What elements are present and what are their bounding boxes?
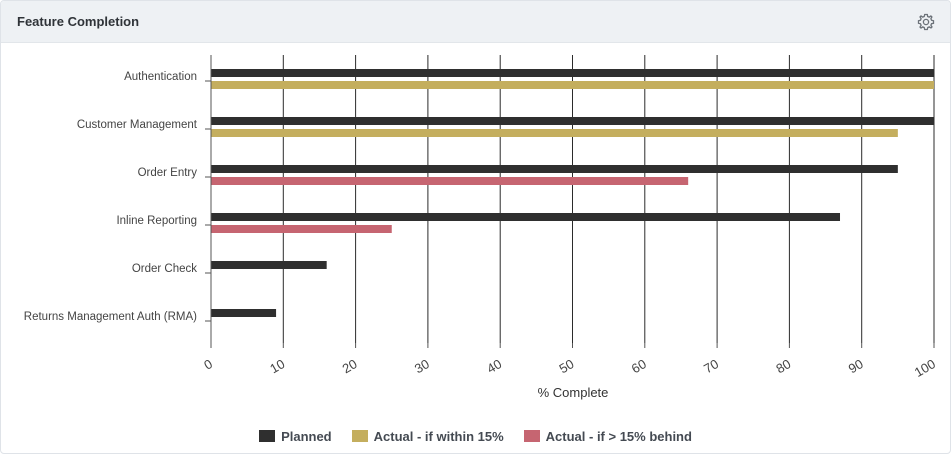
bar-planned[interactable]: [211, 261, 327, 269]
panel-header: Feature Completion: [1, 1, 950, 43]
chart-legend: Planned Actual - if within 15% Actual - if…: [1, 426, 950, 446]
panel-title: Feature Completion: [17, 14, 140, 29]
bar-actual[interactable]: [211, 177, 689, 185]
y-category-label: Customer Management: [77, 119, 198, 131]
x-tick-label: 100: [912, 356, 938, 380]
x-tick-label: 30: [412, 356, 432, 376]
x-tick-label: 0: [201, 356, 215, 373]
y-category-label: Order Entry: [138, 167, 198, 179]
bar-planned[interactable]: [211, 213, 841, 221]
x-tick-label: 90: [846, 356, 866, 376]
legend-label: Planned: [281, 428, 332, 444]
bar-planned[interactable]: [211, 309, 277, 317]
x-tick-label: 40: [484, 356, 504, 376]
x-tick-label: 70: [701, 356, 721, 376]
y-category-label: Inline Reporting: [116, 215, 197, 227]
legend-label: Actual - if within 15%: [373, 428, 504, 444]
bar-planned[interactable]: [211, 117, 934, 125]
bar-planned[interactable]: [211, 69, 934, 77]
legend-swatch: [259, 430, 276, 442]
x-axis-title: % Complete: [538, 385, 609, 400]
bar-actual[interactable]: [211, 129, 898, 137]
bar-actual[interactable]: [211, 225, 392, 233]
legend-swatch: [523, 430, 540, 442]
x-tick-label: 60: [629, 356, 649, 376]
legend-swatch: [351, 430, 368, 442]
legend-item[interactable]: Actual - if within 15%: [351, 428, 504, 444]
legend-item[interactable]: Actual - if > 15% behind: [523, 428, 692, 444]
x-tick-label: 50: [557, 356, 577, 376]
y-category-label: Authentication: [124, 71, 197, 83]
x-tick-label: 10: [267, 356, 287, 376]
bar-chart: 0 10 20 30 40 50 60 70 80 90 100 Authentication Cust…: [24, 55, 938, 400]
bar-planned[interactable]: [211, 165, 898, 173]
x-tick-label: 20: [340, 356, 360, 376]
gear-icon[interactable]: [916, 12, 936, 32]
y-category-label: Order Check: [132, 263, 197, 275]
legend-label: Actual - if > 15% behind: [545, 428, 692, 444]
x-tick-label: 80: [773, 356, 793, 376]
y-category-label: Returns Management Auth (RMA): [24, 311, 197, 323]
legend-item[interactable]: Planned: [259, 429, 332, 444]
bar-actual[interactable]: [211, 81, 934, 89]
